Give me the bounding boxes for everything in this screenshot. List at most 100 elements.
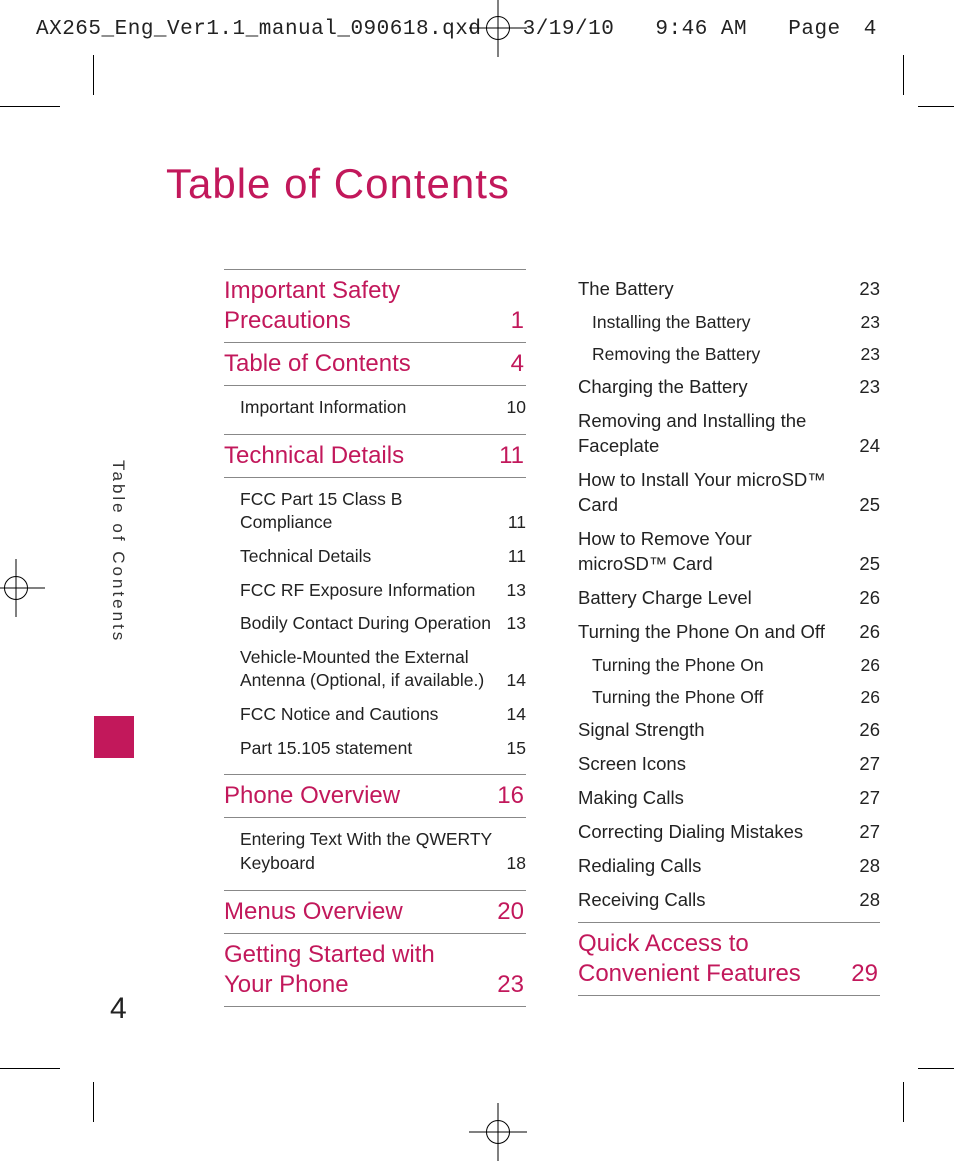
toc-subentry: FCC RF Exposure Information13 — [240, 579, 526, 603]
crop-mark — [903, 1082, 904, 1122]
toc-entry-label: How to Install Your microSD™ Card — [578, 468, 838, 518]
toc-subentry: Technical Details 11 — [240, 545, 526, 569]
toc-entry-page: 26 — [849, 718, 880, 743]
toc-section-head: Quick Access to Convenient Features29 — [578, 922, 880, 996]
toc-entry-page: 26 — [851, 654, 880, 678]
header-time: 9:46 AM — [655, 18, 747, 41]
toc-subentry-page: 14 — [497, 703, 526, 727]
crop-mark — [918, 1068, 954, 1069]
toc-entry-label: Correcting Dialing Mistakes — [578, 820, 803, 845]
toc-section-head: Table of Contents 4 — [224, 342, 526, 386]
toc-entry: How to Install Your microSD™ Card25 — [578, 468, 880, 518]
toc-entry-page: 23 — [849, 277, 880, 302]
toc-subentry-label: FCC Notice and Cautions — [240, 703, 438, 727]
toc-subentry: FCC Part 15 Class B Compliance11 — [240, 488, 526, 535]
registration-mark-icon — [4, 576, 28, 600]
toc-subentry-label: Vehicle-Mounted the External Antenna (Op… — [240, 646, 497, 693]
toc-section-head: Important Safety Precautions 1 — [224, 269, 526, 343]
page-number: 4 — [110, 992, 127, 1026]
crop-mark — [0, 106, 60, 107]
toc-subentry: Entering Text With the QWERTY Keyboard18 — [240, 828, 526, 875]
toc-subentry-page: 14 — [497, 669, 526, 693]
toc-entry-page: 27 — [849, 752, 880, 777]
toc-section-page: 20 — [487, 897, 524, 927]
toc-entry-page: 25 — [849, 552, 880, 577]
crop-mark — [918, 106, 954, 107]
toc-sub-block: Important Information 10 — [224, 396, 526, 420]
toc-column-right: The Battery 23 Installing the Battery23 Rem… — [578, 268, 880, 1007]
toc-section-page: 23 — [487, 970, 524, 1000]
toc-subentry-label: Technical Details — [240, 545, 371, 569]
toc-entry-label: How to Remove Your microSD™ Card — [578, 527, 838, 577]
toc-entry: Receiving Calls 28 — [578, 888, 880, 913]
toc-subentry: Important Information 10 — [240, 396, 526, 420]
toc-entry: Signal Strength26 — [578, 718, 880, 743]
toc-entry: How to Remove Your microSD™ Card 25 — [578, 527, 880, 577]
toc-subentry: Vehicle-Mounted the External Antenna (Op… — [240, 646, 526, 693]
page: AX265_Eng_Ver1.1_manual_090618.qxd 3/19/… — [0, 0, 954, 1145]
toc-entry-label: Removing and Installing the Faceplate — [578, 409, 838, 459]
toc-subentry-label: Bodily Contact During Operation — [240, 612, 491, 636]
toc-subentry-label: FCC Part 15 Class B Compliance — [240, 488, 498, 535]
toc-section-page: 16 — [487, 781, 524, 811]
toc-section-head: Phone Overview16 — [224, 774, 526, 818]
toc-entry-label: Receiving Calls — [578, 888, 706, 913]
toc-subentry-page: 10 — [497, 396, 526, 420]
toc-entry-label: Turning the Phone On — [578, 654, 764, 678]
toc-subentry-label: Entering Text With the QWERTY Keyboard — [240, 828, 497, 875]
toc-subentry: Part 15.105 statement 15 — [240, 737, 526, 761]
toc-entry: Correcting Dialing Mistakes27 — [578, 820, 880, 845]
toc-sub-block: Entering Text With the QWERTY Keyboard18 — [224, 828, 526, 875]
sidebar-color-tab — [94, 716, 134, 758]
toc-section-label: Important Safety Precautions — [224, 276, 474, 336]
crop-mark — [903, 55, 904, 95]
toc-entry-label: Turning the Phone On and Off — [578, 620, 825, 645]
toc-entry: Redialing Calls28 — [578, 854, 880, 879]
toc-subentry-label: Part 15.105 statement — [240, 737, 412, 761]
toc-subentry-page: 11 — [498, 545, 526, 569]
toc-section-page: 11 — [489, 441, 524, 471]
toc-section-head: Technical Details 11 — [224, 434, 526, 478]
toc-entry-label: The Battery — [578, 277, 674, 302]
toc-entry: The Battery 23 — [578, 277, 880, 302]
toc-entry-label: Screen Icons — [578, 752, 686, 777]
toc-subentry-page: 15 — [497, 737, 526, 761]
header-page-number: 4 — [864, 18, 877, 41]
crop-mark — [93, 55, 94, 95]
toc-entry-label: Battery Charge Level — [578, 586, 752, 611]
toc-entry-label: Turning the Phone Off — [578, 686, 763, 710]
toc-entry-label: Charging the Battery — [578, 375, 748, 400]
toc-section-label: Quick Access to Convenient Features — [578, 929, 828, 989]
toc-entry-page: 24 — [849, 434, 880, 459]
toc-section-label: Technical Details — [224, 441, 404, 471]
registration-mark-icon — [486, 16, 510, 40]
toc-columns: Important Safety Precautions 1 Table of Co… — [224, 268, 884, 1007]
toc-entry: Turning the Phone On and Off 26 — [578, 620, 880, 645]
toc-section-page: 1 — [501, 306, 524, 336]
toc-subentry-label: Important Information — [240, 396, 406, 420]
toc-entry-label: Removing the Battery — [578, 343, 760, 367]
page-title: Table of Contents — [166, 160, 510, 208]
registration-mark-icon — [486, 1120, 510, 1144]
toc-section-label: Table of Contents — [224, 349, 411, 379]
toc-subentry: Bodily Contact During Operation13 — [240, 612, 526, 636]
toc-subentry: Removing the Battery23 — [578, 343, 880, 367]
toc-subentry-page: 11 — [498, 511, 526, 535]
toc-entry: Charging the Battery23 — [578, 375, 880, 400]
toc-entry-label: Making Calls — [578, 786, 684, 811]
toc-subentry-label: FCC RF Exposure Information — [240, 579, 475, 603]
toc-section-head: Getting Started with Your Phone 23 — [224, 933, 526, 1007]
toc-entry-label: Installing the Battery — [578, 311, 751, 335]
crop-mark — [93, 1082, 94, 1122]
sidebar-section-label: Table of Contents — [108, 460, 128, 643]
toc-subentry: Turning the Phone Off 26 — [578, 686, 880, 710]
toc-section-head: Menus Overview20 — [224, 890, 526, 934]
toc-entry-page: 27 — [849, 786, 880, 811]
toc-entry-page: 26 — [849, 620, 880, 645]
toc-entry-page: 26 — [851, 686, 880, 710]
toc-subentry: Installing the Battery23 — [578, 311, 880, 335]
toc-entry-page: 28 — [849, 888, 880, 913]
toc-section-label: Getting Started with Your Phone — [224, 940, 474, 1000]
toc-entry-page: 28 — [849, 854, 880, 879]
toc-section-page: 4 — [501, 349, 524, 379]
